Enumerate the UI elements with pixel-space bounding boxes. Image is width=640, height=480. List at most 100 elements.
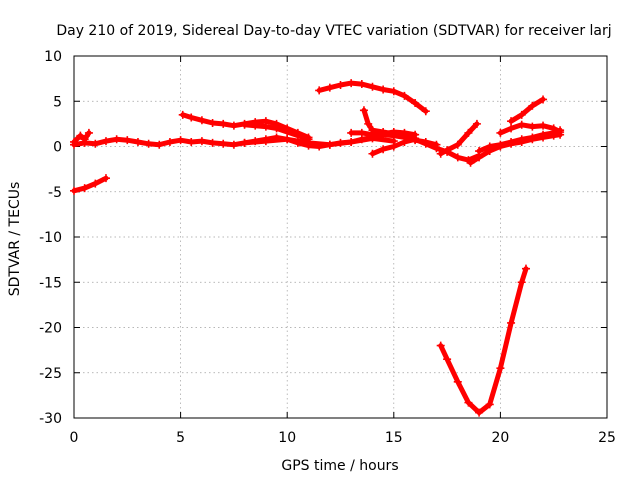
data-point — [133, 137, 142, 146]
y-tick-label: -10 — [39, 230, 62, 246]
data-point — [368, 82, 377, 91]
data-point — [261, 122, 270, 131]
x-tick-label: 0 — [70, 430, 79, 446]
data-point — [272, 124, 281, 133]
data-point — [80, 184, 89, 193]
series-trace — [438, 266, 529, 416]
data-point — [421, 107, 430, 116]
data-point — [91, 179, 100, 188]
data-point — [219, 119, 228, 128]
data-point — [411, 99, 420, 108]
data-point — [507, 124, 516, 133]
data-point — [219, 139, 228, 148]
data-point — [485, 400, 494, 409]
data-point — [80, 138, 89, 147]
y-tick-label: 0 — [53, 140, 62, 156]
x-tick-label: 25 — [598, 430, 616, 446]
data-point — [400, 128, 409, 137]
data-point — [70, 186, 78, 195]
data-series — [347, 128, 420, 139]
data-point — [261, 137, 270, 146]
y-tick-label: 5 — [53, 94, 62, 110]
data-point — [521, 264, 530, 273]
data-point — [453, 377, 462, 386]
data-point — [283, 135, 292, 144]
data-point — [91, 139, 100, 148]
data-point — [240, 138, 249, 147]
data-point — [400, 137, 409, 146]
data-point — [325, 140, 334, 149]
data-point — [432, 144, 441, 153]
x-tick-label: 20 — [491, 430, 509, 446]
y-tick-label: -25 — [39, 366, 62, 382]
y-tick-label: -5 — [48, 185, 62, 201]
data-point — [517, 278, 526, 287]
data-series — [496, 120, 565, 137]
data-point — [197, 137, 206, 146]
data-point — [165, 137, 174, 146]
data-point — [187, 137, 196, 146]
data-point — [144, 139, 153, 148]
data-series — [240, 120, 313, 144]
data-point — [123, 136, 132, 145]
data-point — [443, 146, 452, 155]
data-point — [240, 120, 249, 129]
data-point — [347, 128, 356, 137]
data-point — [101, 137, 110, 146]
data-point — [359, 106, 368, 115]
x-axis-label: GPS time / hours — [281, 458, 398, 474]
data-point — [187, 113, 196, 122]
data-point — [364, 119, 373, 128]
y-tick-label: -15 — [39, 275, 62, 291]
data-point — [539, 95, 548, 104]
data-point — [496, 140, 505, 149]
y-axis-label: SDTVAR / TECUs — [7, 182, 23, 297]
data-point — [389, 87, 398, 96]
series-trace — [71, 175, 109, 194]
x-tick-label: 5 — [176, 430, 185, 446]
data-point — [84, 128, 93, 137]
data-point — [464, 398, 473, 407]
y-tick-label: 10 — [44, 49, 62, 65]
data-point — [411, 135, 420, 144]
data-series — [436, 119, 481, 158]
data-point — [368, 130, 377, 139]
data-point — [539, 121, 548, 130]
data-point — [325, 83, 334, 92]
series-trace — [508, 96, 546, 124]
series-trace — [438, 121, 480, 157]
data-point — [379, 129, 388, 138]
series-trace — [476, 127, 563, 154]
data-layer — [70, 79, 565, 417]
data-point — [507, 137, 516, 146]
axes-layer: 0 5 10 15 20 25 -30 -25 -20 -15 -10 -5 0 5 10 — [39, 49, 616, 446]
data-point — [357, 80, 366, 89]
data-point — [229, 121, 238, 130]
data-point — [528, 101, 537, 110]
data-point — [549, 124, 558, 133]
data-point — [178, 110, 187, 119]
data-point — [528, 122, 537, 131]
data-point — [112, 135, 121, 144]
data-point — [293, 131, 302, 140]
data-point — [453, 140, 462, 149]
data-point — [368, 149, 377, 158]
data-point — [464, 128, 473, 137]
data-point — [475, 147, 484, 156]
data-point — [101, 174, 110, 183]
data-point — [443, 355, 452, 364]
data-point — [517, 120, 526, 129]
data-point — [436, 149, 445, 158]
data-series — [315, 79, 430, 116]
data-point — [251, 121, 260, 130]
data-point — [379, 145, 388, 154]
data-point — [466, 158, 475, 167]
data-point — [176, 136, 185, 145]
data-point — [485, 142, 494, 151]
data-point — [155, 140, 164, 149]
data-point — [315, 86, 324, 95]
data-point — [357, 128, 366, 137]
data-point — [436, 341, 445, 350]
data-point — [197, 116, 206, 125]
